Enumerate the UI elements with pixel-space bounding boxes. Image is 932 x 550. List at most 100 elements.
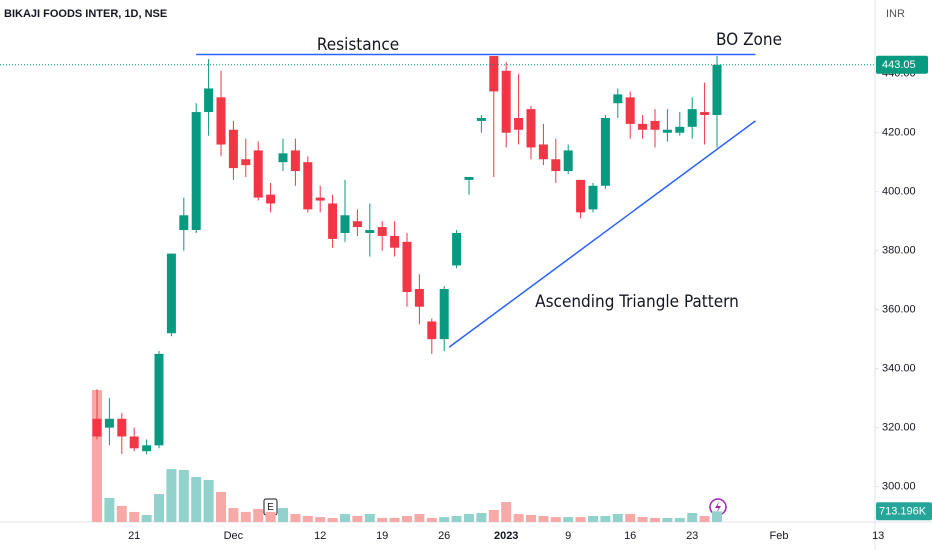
volume-bar [315,517,326,522]
y-tick-label: 340.00 [882,363,916,375]
x-tick-label: 21 [128,530,140,542]
candle-body [142,445,152,452]
volume-bar [92,390,102,522]
candle-body [340,215,350,233]
volume-bar [290,514,301,522]
earnings-marker[interactable]: E [263,498,278,516]
candle-body [476,117,486,121]
candle-layer [92,56,722,455]
volume-bar [662,517,673,522]
candle-body [129,436,139,449]
x-tick-label: 9 [565,530,571,542]
candle-body [464,176,474,180]
annotation: Ascending Triangle Pattern [535,292,739,312]
candle-body [290,150,300,172]
candle-body [501,70,511,133]
volume-bar [203,480,214,522]
candle-body [402,241,412,292]
earnings-label: E [267,502,274,513]
candle-body [278,153,288,163]
candle-body [588,185,598,210]
candle-body [365,230,375,233]
candle-body [613,94,623,104]
x-tick-label: 13 [872,530,884,542]
y-tick-label: 300.00 [882,481,916,493]
currency: INR [886,8,905,20]
volume-bar [116,505,127,522]
candle-body [204,88,214,113]
x-tick-label: Dec [224,530,244,542]
volume-bar [265,511,276,522]
volume-bar [538,516,549,522]
candle-body [712,64,722,116]
volume-bar [414,514,425,522]
trend-line [448,120,756,348]
candle-body [514,117,524,130]
volume-bar [476,513,487,522]
volume-bar [687,513,698,522]
candle-body [303,162,313,210]
candle-body [439,289,449,340]
candle-body [563,150,573,172]
volume-bar [104,498,115,522]
x-tick-label: 19 [376,530,388,542]
candle-body [662,129,672,133]
annotation: BO Zone [716,30,782,50]
annotation: Resistance [317,35,399,55]
candle-body [191,112,201,231]
x-tick-label: 23 [686,530,698,542]
candle-body [253,150,263,198]
y-tick-label: 320.00 [882,422,916,434]
volume-bar [389,517,400,522]
candle-body [650,120,660,130]
candle-body [154,353,164,446]
volume-bar [625,514,636,522]
volume-bar [166,469,177,522]
candle-body [104,418,114,428]
x-tick-label: 2023 [494,530,518,542]
volume-bar [302,516,313,522]
y-tick-label: 380.00 [882,245,916,257]
volume-bar [650,517,660,522]
volume-bar [699,516,710,522]
candle-body [551,159,561,172]
volume-bar [464,514,474,522]
volume-bar [612,514,623,522]
candle-body [179,215,189,231]
volume-bar [129,511,140,522]
volume-bar [216,492,226,522]
candle-body [638,123,648,130]
candle-body [166,253,176,334]
x-tick-label: 26 [438,530,450,542]
volume-bar [364,514,375,522]
volume-bar [588,516,598,522]
volume-bar [377,517,388,522]
candle-body [700,112,710,116]
last-price-label: 443.05 [882,59,916,71]
volume-bar [501,502,512,522]
candle-body [675,126,685,133]
candle-body [526,109,536,148]
candle-body [216,97,226,145]
candle-body [452,232,462,266]
volume-bar [712,511,722,522]
volume-bar [178,469,189,522]
y-tick-label: 360.00 [882,304,916,316]
volume-bar [439,517,450,522]
volume-bar [278,508,288,522]
volume-bar [550,517,561,522]
volume-bar [352,516,363,522]
event-bolt [715,501,721,513]
candle-body [92,418,102,437]
volume-bar [253,508,264,522]
volume-bar [154,493,164,522]
volume-bar [563,517,574,522]
candle-body [625,97,635,124]
volume-bar [191,477,202,522]
candle-body [328,203,338,239]
volume-bar [600,516,611,522]
volume-label-box [876,502,932,521]
candle-body [377,227,387,236]
symbol-title: BIKAJI FOODS INTER, 1D, NSE [4,8,167,20]
volume-bar [575,517,586,522]
